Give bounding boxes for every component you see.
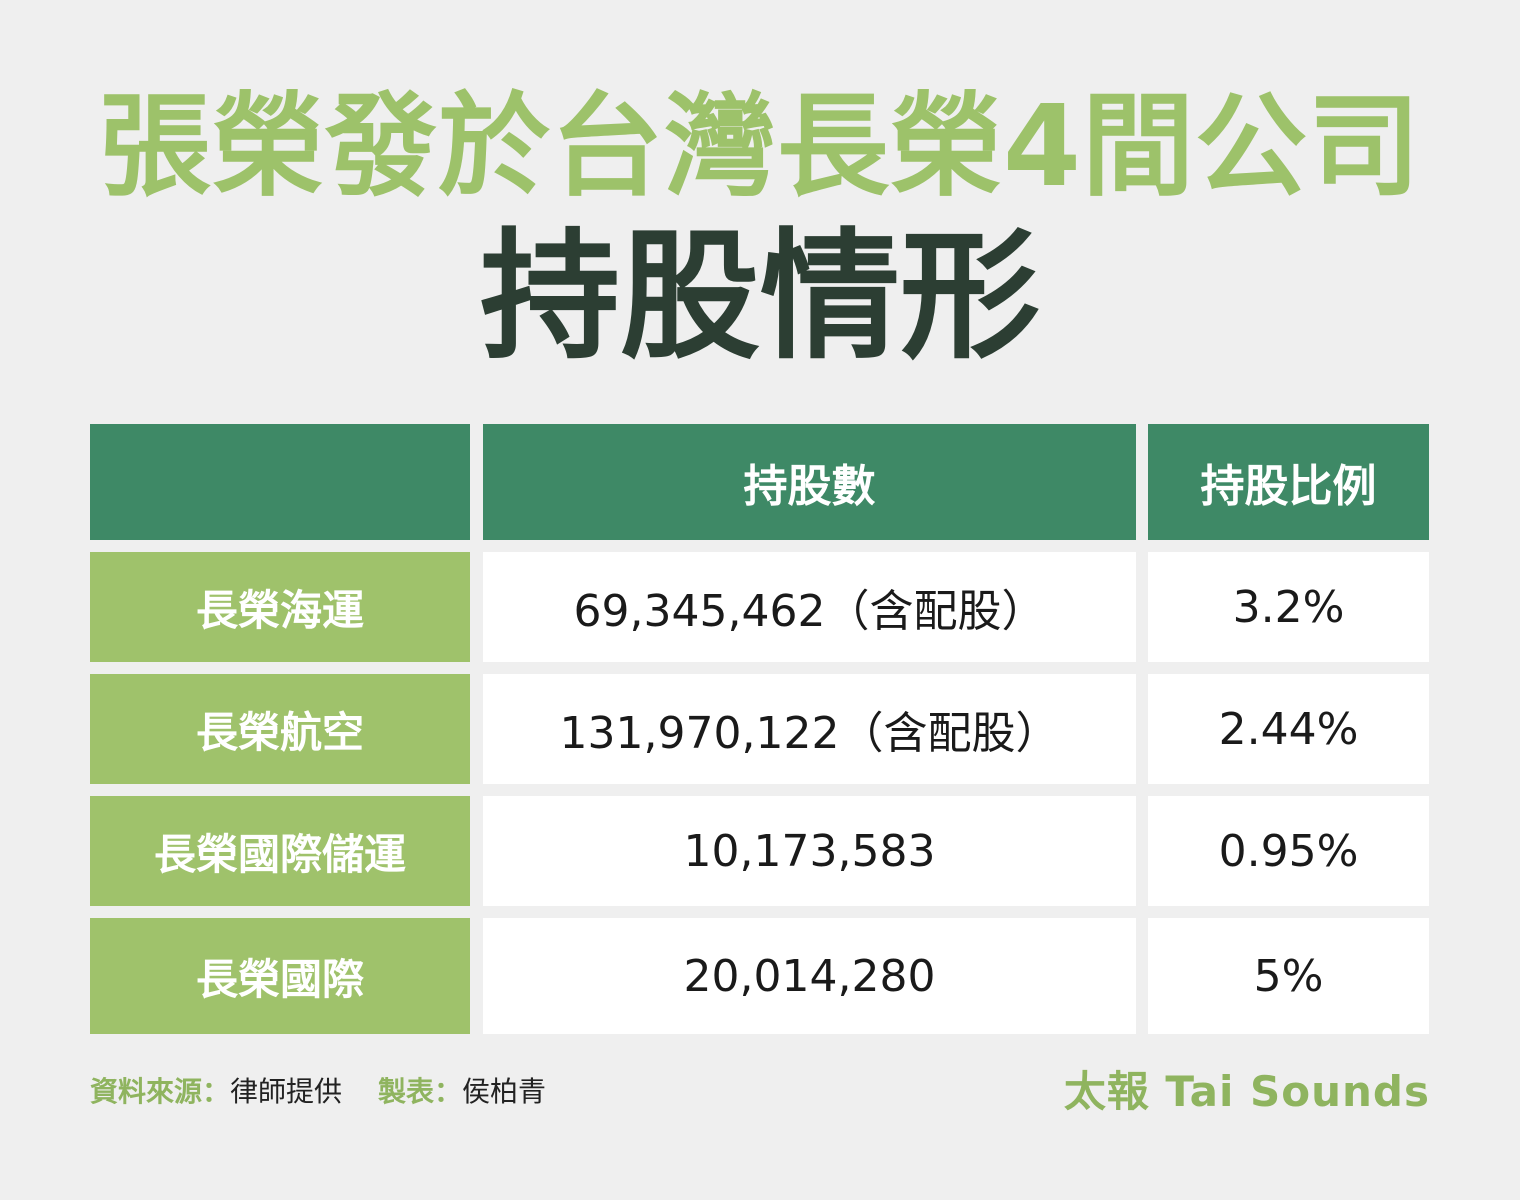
- row-label-company: 長榮海運: [90, 552, 470, 662]
- title-line-1: 張榮發於台灣長榮4間公司: [99, 82, 1421, 212]
- source-label: 資料來源：: [90, 1075, 231, 1108]
- brand-logo-text: 太報 Tai Sounds: [1063, 1067, 1430, 1116]
- footer-credits: 資料來源：律師提供 製表：侯柏青: [90, 1072, 546, 1112]
- cell-shares: 131,970,122（含配股）: [483, 674, 1136, 784]
- cell-ratio: 3.2%: [1148, 552, 1429, 662]
- row-label-company: 長榮航空: [90, 674, 470, 784]
- source-text: 律師提供: [230, 1075, 343, 1108]
- header-cell-shares: 持股數: [483, 424, 1136, 540]
- maker-text: 侯柏青: [462, 1075, 547, 1108]
- row-label-company: 長榮國際: [90, 918, 470, 1034]
- cell-shares: 20,014,280: [483, 918, 1136, 1034]
- title-line-2: 持股情形: [479, 216, 1040, 379]
- cell-ratio: 5%: [1148, 918, 1429, 1034]
- cell-ratio: 0.95%: [1148, 796, 1429, 906]
- row-label-company: 長榮國際儲運: [90, 796, 470, 906]
- header-cell-company: [90, 424, 470, 540]
- cell-shares: 10,173,583: [483, 796, 1136, 906]
- cell-shares: 69,345,462（含配股）: [483, 552, 1136, 662]
- maker-label: 製表：: [378, 1075, 463, 1108]
- header-cell-ratio: 持股比例: [1148, 424, 1429, 540]
- cell-ratio: 2.44%: [1148, 674, 1429, 784]
